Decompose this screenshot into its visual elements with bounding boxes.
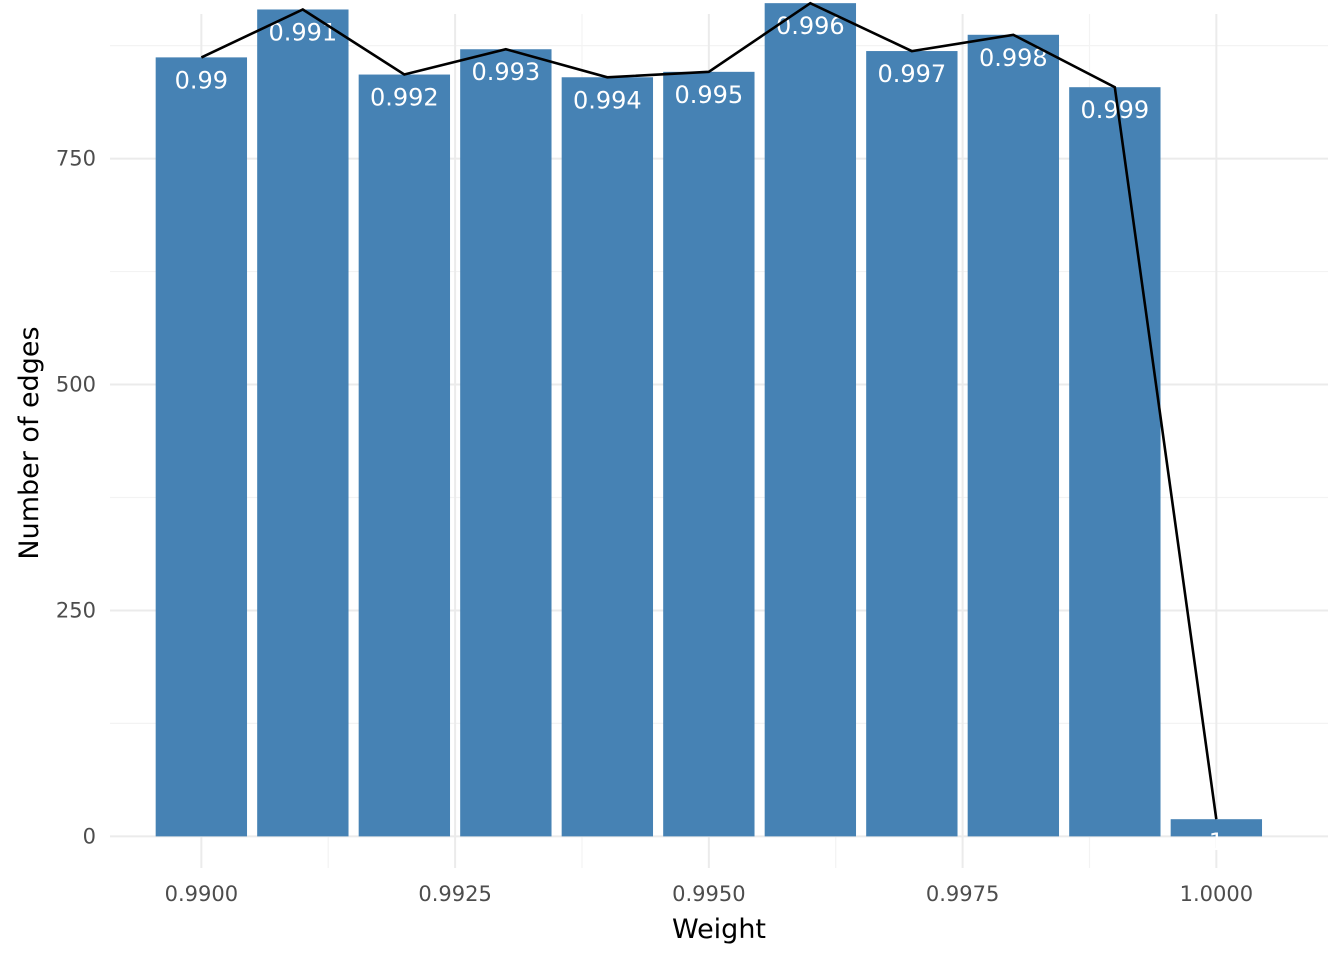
bar-value-label: 0.991	[268, 18, 337, 46]
bar	[663, 71, 755, 837]
x-tick-label: 0.9975	[926, 882, 999, 906]
bar-value-label: 0.999	[1080, 96, 1149, 124]
bar-value-label: 0.992	[370, 84, 439, 112]
x-tick-label: 1.0000	[1180, 882, 1253, 906]
x-tick-label: 0.9900	[165, 882, 238, 906]
bar	[257, 9, 349, 837]
bar-value-label: 0.995	[674, 81, 743, 109]
x-tick-label: 0.9950	[672, 882, 745, 906]
x-tick-label: 0.9925	[418, 882, 491, 906]
bar-labels: 0.99 0.991 0.992 0.993 0.994 0.995 0.996 0.997 0…	[175, 12, 1224, 856]
bar	[764, 3, 857, 837]
bar	[561, 77, 654, 837]
y-tick-label: 750	[56, 147, 96, 171]
bar-value-label: 1	[1209, 828, 1224, 856]
y-tick-label: 250	[56, 598, 96, 622]
bar-value-label: 0.994	[573, 86, 642, 114]
y-tick-label: 0	[83, 824, 96, 848]
x-axis-title: Weight	[672, 914, 766, 945]
bar	[866, 51, 958, 837]
bar-value-label: 0.998	[979, 44, 1048, 72]
bar	[967, 34, 1060, 837]
bars	[155, 3, 1263, 837]
y-axis-title: Number of edges	[14, 326, 45, 559]
x-axis-ticks: 0.9900 0.9925 0.9950 0.9975 1.0000	[165, 882, 1253, 906]
bar-value-label: 0.997	[877, 60, 946, 88]
bar	[1170, 819, 1263, 837]
bar-value-label: 0.996	[776, 12, 845, 40]
bar-value-label: 0.99	[175, 66, 228, 94]
bar	[460, 49, 552, 837]
y-tick-label: 500	[56, 373, 96, 397]
bar	[358, 74, 451, 837]
bar	[155, 57, 248, 837]
trend-line	[200, 1, 1218, 820]
bar-value-label: 0.993	[471, 58, 540, 86]
y-axis-ticks: 0 250 500 750	[56, 147, 96, 849]
bar	[1069, 87, 1161, 837]
